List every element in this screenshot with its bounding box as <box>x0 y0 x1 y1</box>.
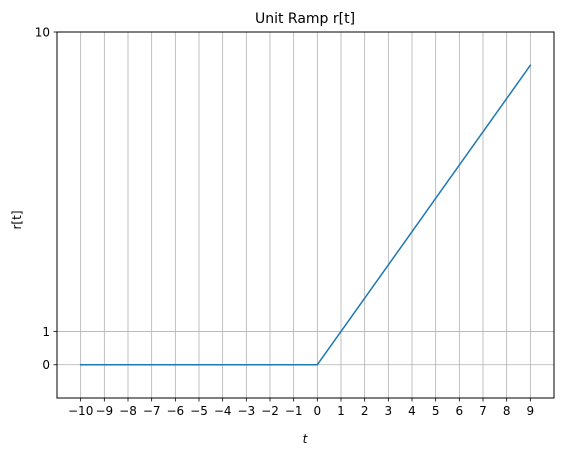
x-tick-label: −9 <box>95 404 113 418</box>
x-tick-label: −7 <box>143 404 161 418</box>
x-tick-label: 1 <box>337 404 345 418</box>
x-tick-label: −10 <box>68 404 93 418</box>
x-tick-label: 5 <box>432 404 440 418</box>
y-tick-label: 1 <box>42 325 50 339</box>
x-tick-label: 4 <box>408 404 416 418</box>
series-layer <box>81 65 531 364</box>
x-tick-label: −3 <box>237 404 255 418</box>
x-tick-label: 8 <box>503 404 511 418</box>
x-tick-label: −8 <box>119 404 137 418</box>
ramp-series-line <box>81 65 531 364</box>
x-tick-label: −6 <box>166 404 184 418</box>
axes-frame <box>57 32 554 398</box>
x-tick-label: 0 <box>314 404 322 418</box>
x-tick-label: 3 <box>385 404 393 418</box>
y-ticks-layer: 0 1 10 <box>35 26 57 373</box>
x-tick-label: 2 <box>361 404 369 418</box>
x-tick-label: 7 <box>479 404 487 418</box>
x-tick-label: −5 <box>190 404 208 418</box>
x-tick-label: −1 <box>285 404 303 418</box>
x-tick-label: 6 <box>456 404 464 418</box>
x-tick-label: −2 <box>261 404 279 418</box>
x-tick-label: 9 <box>527 404 535 418</box>
y-tick-label: 10 <box>35 26 50 40</box>
x-ticks-layer: −10 −9 −8 −7 −6 −5 −4 −3 −2 −1 0 1 2 3 4 5 6 7 8 9 <box>68 398 534 418</box>
y-tick-label: 0 <box>42 358 50 372</box>
y-axis-label: r[t] <box>10 210 24 229</box>
x-axis-label: t <box>303 432 309 446</box>
grid-layer <box>57 32 554 398</box>
chart-title: Unit Ramp r[t] <box>255 11 355 27</box>
x-tick-label: −4 <box>214 404 232 418</box>
